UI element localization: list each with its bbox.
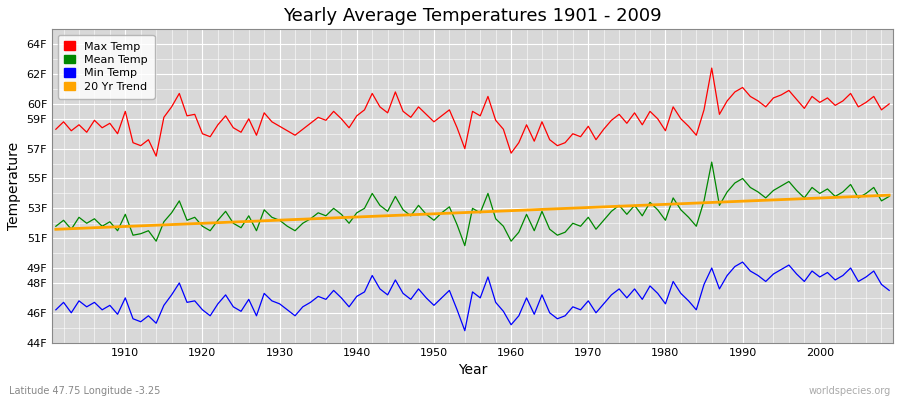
Y-axis label: Temperature: Temperature [7, 142, 21, 230]
Legend: Max Temp, Mean Temp, Min Temp, 20 Yr Trend: Max Temp, Mean Temp, Min Temp, 20 Yr Tre… [58, 35, 155, 99]
X-axis label: Year: Year [458, 363, 487, 377]
Title: Yearly Average Temperatures 1901 - 2009: Yearly Average Temperatures 1901 - 2009 [284, 7, 662, 25]
Text: worldspecies.org: worldspecies.org [809, 386, 891, 396]
Text: Latitude 47.75 Longitude -3.25: Latitude 47.75 Longitude -3.25 [9, 386, 160, 396]
